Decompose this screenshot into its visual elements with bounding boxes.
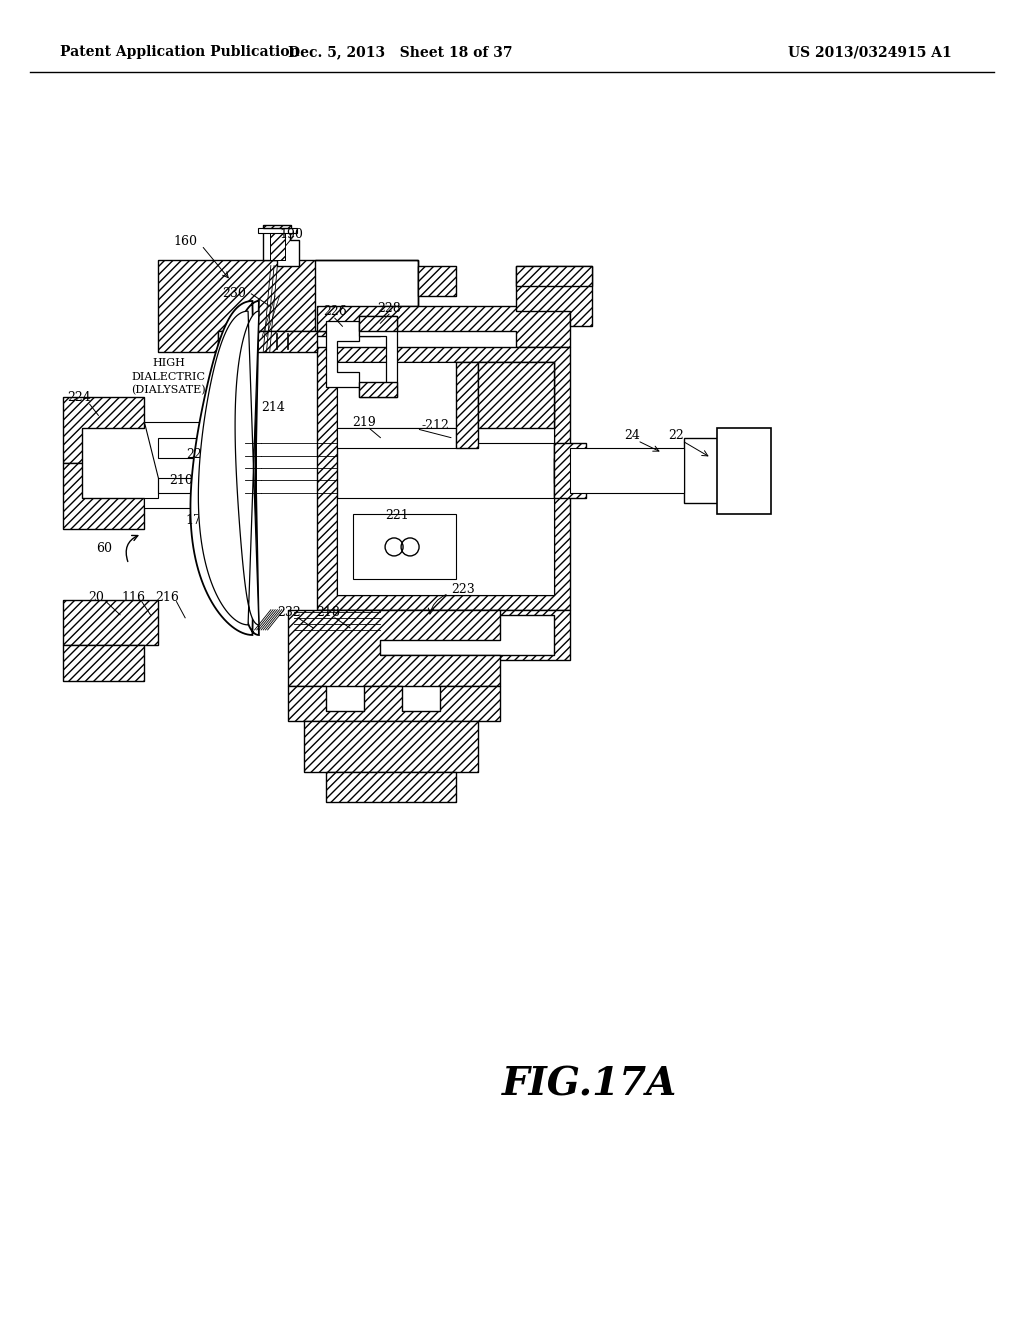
Text: 226: 226 xyxy=(323,305,347,318)
Polygon shape xyxy=(199,312,259,624)
Polygon shape xyxy=(337,615,554,655)
Text: 219: 219 xyxy=(352,416,376,429)
Polygon shape xyxy=(419,265,457,296)
Text: 20: 20 xyxy=(88,591,103,605)
Text: 24: 24 xyxy=(624,429,640,442)
Polygon shape xyxy=(337,362,554,594)
Polygon shape xyxy=(516,265,592,286)
Polygon shape xyxy=(288,610,500,685)
Text: 160: 160 xyxy=(173,235,198,248)
Polygon shape xyxy=(327,772,457,803)
Polygon shape xyxy=(190,301,259,635)
Polygon shape xyxy=(62,599,158,645)
Text: 228: 228 xyxy=(377,301,401,314)
Polygon shape xyxy=(144,422,218,508)
Polygon shape xyxy=(570,447,684,494)
Polygon shape xyxy=(269,230,285,260)
Text: 224: 224 xyxy=(67,391,91,404)
Polygon shape xyxy=(358,381,396,397)
Polygon shape xyxy=(554,458,706,483)
Text: 22: 22 xyxy=(668,429,684,442)
Polygon shape xyxy=(258,228,297,234)
Text: HIGH
DIALECTRIC
(DIALYSATE): HIGH DIALECTRIC (DIALYSATE) xyxy=(131,359,206,395)
Polygon shape xyxy=(315,260,419,337)
Polygon shape xyxy=(337,362,554,442)
Text: -212: -212 xyxy=(422,418,450,432)
Text: 232: 232 xyxy=(278,606,301,619)
Text: 60: 60 xyxy=(96,543,113,556)
Polygon shape xyxy=(358,317,396,397)
Text: 218: 218 xyxy=(316,606,340,619)
Text: 214: 214 xyxy=(261,401,285,413)
Polygon shape xyxy=(717,428,771,513)
Polygon shape xyxy=(158,260,315,351)
Polygon shape xyxy=(684,438,727,503)
Polygon shape xyxy=(263,230,299,265)
Text: 210: 210 xyxy=(169,474,193,487)
Polygon shape xyxy=(337,499,554,594)
Text: Patent Application Publication: Patent Application Publication xyxy=(60,45,300,59)
Text: FIG.17A: FIG.17A xyxy=(503,1067,678,1104)
Polygon shape xyxy=(317,347,570,610)
Polygon shape xyxy=(478,362,554,428)
Text: US 2013/0324915 A1: US 2013/0324915 A1 xyxy=(788,45,952,59)
Polygon shape xyxy=(358,317,396,331)
Polygon shape xyxy=(288,685,500,721)
Polygon shape xyxy=(327,321,358,387)
Polygon shape xyxy=(554,442,587,499)
Text: 223: 223 xyxy=(451,583,475,595)
Polygon shape xyxy=(218,331,317,351)
Text: Dec. 5, 2013   Sheet 18 of 37: Dec. 5, 2013 Sheet 18 of 37 xyxy=(288,45,512,59)
Text: 222: 222 xyxy=(186,449,210,461)
Polygon shape xyxy=(337,428,457,447)
Text: 230: 230 xyxy=(222,288,246,301)
Polygon shape xyxy=(62,463,144,529)
Polygon shape xyxy=(457,362,478,447)
Polygon shape xyxy=(317,610,570,660)
Text: 172: 172 xyxy=(185,513,209,527)
Text: 190: 190 xyxy=(280,227,303,240)
Polygon shape xyxy=(304,721,478,772)
Polygon shape xyxy=(353,513,457,579)
Text: 220: 220 xyxy=(226,449,250,461)
Polygon shape xyxy=(317,306,570,347)
Text: 221: 221 xyxy=(385,510,409,523)
Text: 116: 116 xyxy=(121,591,145,605)
Polygon shape xyxy=(62,397,144,463)
Text: 162: 162 xyxy=(221,405,245,418)
Polygon shape xyxy=(516,265,592,326)
Text: 164: 164 xyxy=(216,523,241,535)
Polygon shape xyxy=(263,226,292,228)
Polygon shape xyxy=(62,645,144,681)
Text: 216: 216 xyxy=(155,591,178,605)
